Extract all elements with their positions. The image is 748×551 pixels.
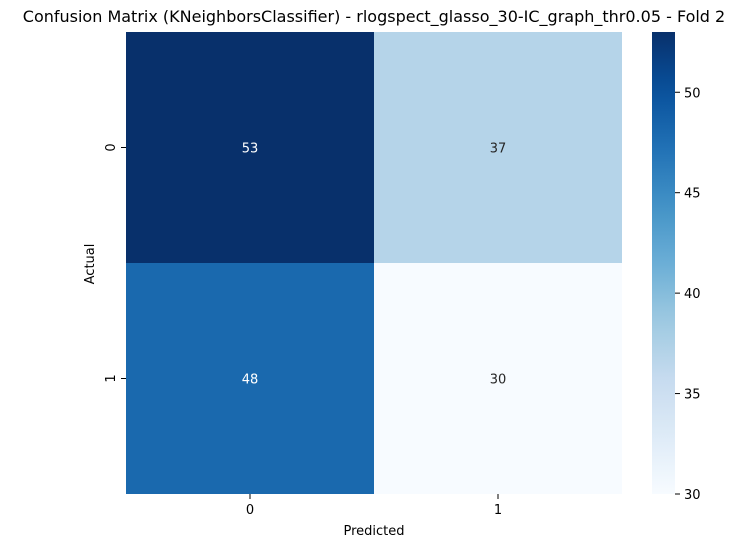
heatmap-cell-r0-c1 bbox=[374, 32, 622, 263]
x-tick-label-0: 0 bbox=[246, 503, 254, 518]
y-axis-ticks: 01 bbox=[104, 143, 126, 383]
heatmap-cell-r1-c1 bbox=[374, 263, 622, 494]
cell-value-r0-c0: 53 bbox=[242, 142, 259, 157]
colorbar-tick-label-4: 50 bbox=[684, 86, 701, 101]
colorbar-tick-label-2: 40 bbox=[684, 287, 701, 302]
x-tick-label-1: 1 bbox=[494, 503, 502, 518]
y-tick-label-0: 0 bbox=[104, 143, 119, 151]
heatmap-cell-labels: 53 37 48 30 bbox=[242, 142, 507, 388]
chart-title: Confusion Matrix (KNeighborsClassifier) … bbox=[23, 7, 725, 27]
y-tick-label-1: 1 bbox=[104, 374, 119, 382]
cell-value-r1-c0: 48 bbox=[242, 373, 259, 388]
colorbar bbox=[652, 32, 675, 494]
colorbar-ticks: 30 35 40 45 50 bbox=[675, 86, 701, 503]
heatmap-cells bbox=[126, 32, 622, 494]
heatmap-cell-r1-c0 bbox=[126, 263, 374, 494]
colorbar-tick-label-3: 45 bbox=[684, 187, 701, 202]
y-axis-label: Actual bbox=[83, 244, 98, 285]
cell-value-r0-c1: 37 bbox=[490, 142, 507, 157]
heatmap-cell-r0-c0 bbox=[126, 32, 374, 263]
colorbar-tick-label-1: 35 bbox=[684, 388, 701, 403]
colorbar-tick-label-0: 30 bbox=[684, 488, 701, 503]
x-axis-label: Predicted bbox=[343, 524, 404, 539]
cell-value-r1-c1: 30 bbox=[490, 373, 507, 388]
